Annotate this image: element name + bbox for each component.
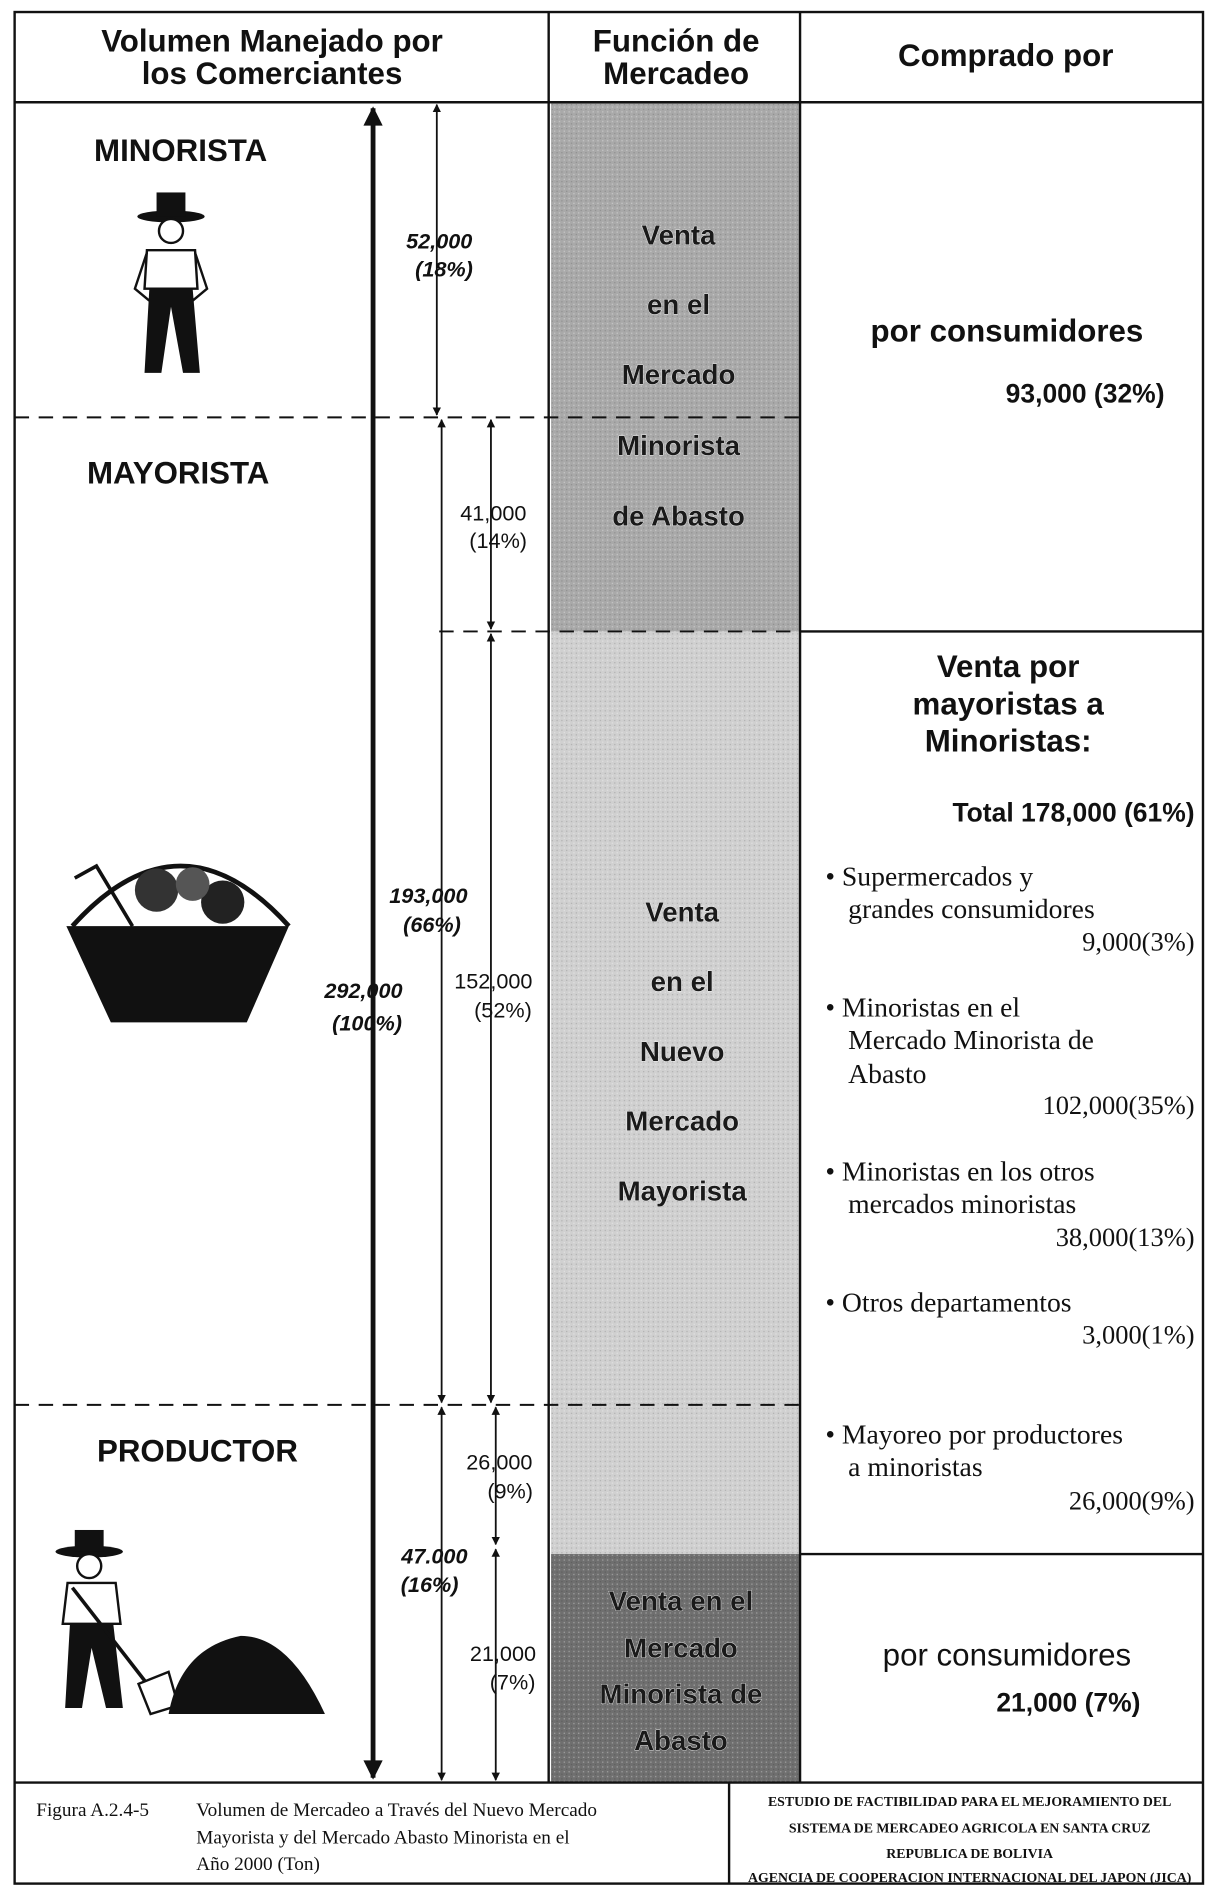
foot: Año 2000 (Ton) [196,1854,320,1875]
fn: de Abasto [612,501,745,532]
vol: (7%) [490,1670,536,1695]
vol: 152,000 [454,968,532,993]
icon-producer [169,1636,325,1714]
buy-b: por consumidores [871,313,1144,348]
fn: Mercado [625,1106,739,1137]
vol-b: (16%) [401,1572,459,1597]
foot: Mayorista y del Mercado Abasto Minorista… [196,1828,569,1849]
fn: Nuevo [640,1036,725,1067]
amt-b: 93,000 (32%) [1006,379,1165,409]
fn: Abasto [634,1725,728,1756]
buy-b: mayoristas a [913,686,1105,721]
icon-basket [66,926,289,1022]
foot: Figura A.2.4-5 [36,1800,149,1821]
icon-retailer [157,192,186,216]
icon-basket [135,868,178,911]
icon-retailer [135,192,207,372]
vol-b: 193,000 [389,883,467,908]
item: • Minoristas en los otros [825,1155,1094,1186]
vol-b: 52,000 [406,229,472,254]
item: a minoristas [848,1451,982,1482]
item: Abasto [848,1058,926,1089]
item: grandes consumidores [848,893,1095,924]
item: mercados minoristas [848,1188,1076,1219]
lvl: MAYORISTA [87,455,269,490]
fn: Mercado [624,1633,738,1664]
shade [551,102,800,1782]
icon-retailer [159,219,183,243]
buy: por consumidores [883,1638,1132,1673]
item: • Mayoreo por productores [825,1419,1123,1450]
fn: en el [651,966,714,997]
vol: 41,000 [460,501,526,526]
vol: (14%) [469,528,527,553]
vol: 21,000 [470,1641,536,1666]
hdr: Mercadeo [603,56,749,91]
item-amt: 102,000(35%) [1042,1090,1194,1120]
hdr: Volumen Manejado por [101,24,443,59]
icon-retailer [145,289,200,373]
buy-b: Minoristas: [925,724,1092,759]
item: • Otros departamentos [825,1286,1071,1317]
agency: REPUBLICA DE BOLIVIA [886,1846,1053,1861]
icon-producer [56,1530,325,1714]
hdr: los Comerciantes [142,56,403,91]
agency: AGENCIA DE COOPERACION INTERNACIONAL DEL… [748,1870,1191,1886]
fn: en el [647,289,710,320]
fn: Minorista [617,430,741,461]
vol: 26,000 [466,1450,532,1475]
item-amt: 38,000(13%) [1056,1222,1195,1252]
page: {"header":{"volume":["Volumen Manejado p… [0,0,1208,1886]
item-amt: 9,000(3%) [1082,926,1194,956]
vol-b: (100%) [332,1011,402,1036]
fn: Mayorista [618,1175,748,1206]
lvl: PRODUCTOR [97,1433,298,1468]
vol: (52%) [474,997,532,1022]
fn: Mercado [622,359,736,390]
icon-basket [176,867,210,901]
agency: SISTEMA DE MERCADEO AGRICOLA EN SANTA CR… [789,1821,1151,1836]
fn: Venta [645,896,719,927]
vol-b: (18%) [415,256,473,281]
item: • Minoristas en el [825,992,1020,1023]
vol-b: 47.000 [400,1543,467,1568]
icon-basket [66,866,289,1022]
amt-b: Total 178,000 (61%) [952,797,1194,827]
amt-b: 21,000 (7%) [996,1687,1140,1717]
item: Mercado Minorista de [848,1024,1094,1055]
fn: Minorista de [600,1678,763,1709]
item-amt: 26,000(9%) [1069,1486,1195,1516]
buy-b: Venta por [937,649,1079,684]
vol-b: (66%) [403,912,461,937]
vol: (9%) [487,1478,533,1503]
icon-producer [77,1554,101,1578]
icon-producer [75,1530,104,1552]
fn: Venta en el [609,1586,754,1617]
agency: ESTUDIO DE FACTIBILIDAD PARA EL MEJORAMI… [768,1794,1171,1809]
hdr: Función de [593,24,760,59]
diagram: Volumen Manejado por los Comerciantes Fu… [0,0,1208,1886]
lvl: MINORISTA [94,133,267,168]
icon-retailer [145,250,198,288]
item: • Supermercados y [825,861,1033,892]
vol-b: 292,000 [323,978,402,1003]
hdr: Comprado por [898,38,1113,73]
item-amt: 3,000(1%) [1082,1320,1194,1350]
foot: Volumen de Mercadeo a Través del Nuevo M… [196,1800,597,1821]
fn: Venta [642,219,716,250]
icon-producer [65,1624,123,1708]
